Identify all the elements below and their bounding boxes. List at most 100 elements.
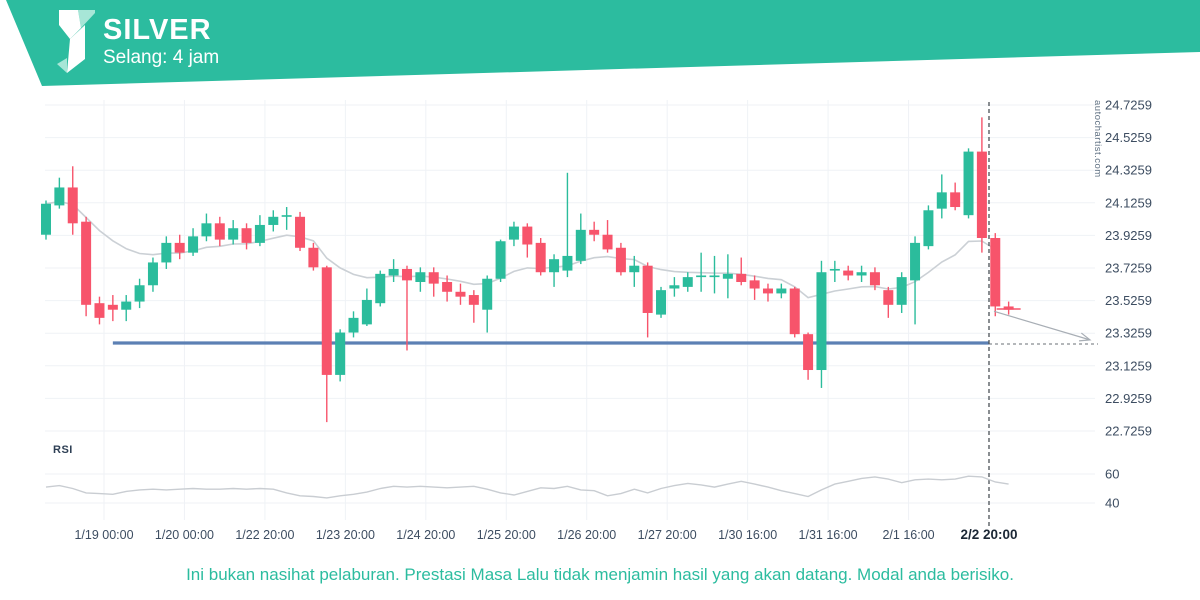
candle-body bbox=[589, 229, 600, 235]
candle-body bbox=[642, 265, 653, 313]
candle-body bbox=[816, 272, 827, 371]
candle-body bbox=[134, 285, 145, 302]
trend-arrow-line bbox=[993, 310, 1091, 341]
y-axis-label: 23.3259 bbox=[1105, 326, 1152, 341]
x-axis-label: 1/20 00:00 bbox=[155, 528, 214, 542]
x-axis-label: 1/26 20:00 bbox=[557, 528, 616, 542]
candle-body bbox=[468, 295, 479, 305]
candle-body bbox=[896, 277, 907, 305]
candle-body bbox=[214, 223, 225, 240]
candle-body bbox=[495, 241, 506, 279]
candle-body bbox=[428, 272, 439, 284]
candle-body bbox=[81, 221, 92, 305]
candle-body bbox=[990, 237, 1001, 307]
watermark: autochartist.com bbox=[1092, 100, 1103, 178]
autochartist-logo-icon bbox=[57, 10, 95, 73]
candle-body bbox=[308, 247, 319, 268]
candle-body bbox=[442, 282, 453, 292]
x-axis-label: 1/24 20:00 bbox=[396, 528, 455, 542]
candle-body bbox=[41, 203, 51, 235]
candle-body bbox=[682, 277, 693, 287]
candle-body bbox=[696, 275, 707, 278]
y-axis-label: 23.5259 bbox=[1105, 293, 1152, 308]
candle-body bbox=[963, 151, 974, 216]
y-axis-label: 22.7259 bbox=[1105, 424, 1152, 439]
y-axis-label: 22.9259 bbox=[1105, 391, 1152, 406]
candle-body bbox=[722, 273, 733, 279]
page-title: SILVER bbox=[103, 14, 212, 46]
candle-body bbox=[535, 242, 546, 273]
candle-body bbox=[923, 210, 934, 247]
candle-body bbox=[602, 234, 613, 250]
candle-body bbox=[375, 273, 386, 304]
x-axis-label: 1/19 00:00 bbox=[74, 528, 133, 542]
candle-body bbox=[174, 242, 185, 253]
candle-body bbox=[762, 288, 773, 294]
candle-body bbox=[415, 272, 426, 283]
candle-body bbox=[94, 303, 105, 318]
candle-body bbox=[482, 278, 493, 310]
candle-body bbox=[321, 267, 332, 375]
candle-body bbox=[241, 228, 252, 243]
candle-body bbox=[161, 242, 172, 263]
candle-body bbox=[883, 290, 894, 305]
y-axis-label: 24.5259 bbox=[1105, 130, 1152, 145]
candle-body bbox=[67, 187, 78, 224]
candle-body bbox=[455, 291, 466, 297]
rsi-line bbox=[45, 475, 1009, 499]
y-axis-label: 24.7259 bbox=[1105, 98, 1152, 113]
disclaimer-text: Ini bukan nasihat pelaburan. Prestasi Ma… bbox=[186, 565, 1014, 584]
candle-body bbox=[575, 229, 586, 261]
x-axis-label: 1/23 20:00 bbox=[316, 528, 375, 542]
candle-body bbox=[976, 151, 987, 238]
candle-body bbox=[656, 290, 667, 315]
y-axis-label: 24.3259 bbox=[1105, 163, 1152, 178]
candle-body bbox=[843, 270, 854, 276]
candle-body bbox=[562, 255, 573, 271]
candle-body bbox=[789, 288, 800, 335]
moving-average-line bbox=[45, 200, 996, 299]
x-axis-label: 1/25 20:00 bbox=[477, 528, 536, 542]
trend-arrowhead bbox=[1078, 332, 1092, 342]
candle-body bbox=[629, 265, 640, 273]
candle-body bbox=[254, 224, 265, 243]
candle-body bbox=[856, 272, 867, 276]
candle-body bbox=[936, 192, 947, 209]
y-axis-label: 23.9259 bbox=[1105, 228, 1152, 243]
candle-body bbox=[736, 273, 747, 283]
x-axis-label: 2/2 20:00 bbox=[960, 527, 1017, 542]
candle-body bbox=[549, 259, 560, 273]
y-axis-label: 23.1259 bbox=[1105, 358, 1152, 373]
x-axis-label: 2/1 16:00 bbox=[882, 528, 934, 542]
candle-body bbox=[295, 216, 306, 248]
candle-body bbox=[829, 268, 840, 271]
candle-body bbox=[508, 226, 519, 240]
x-axis-label: 1/31 16:00 bbox=[799, 528, 858, 542]
candle-body bbox=[54, 187, 65, 206]
candle-body bbox=[709, 275, 720, 278]
candle-body bbox=[361, 299, 372, 325]
candle-body bbox=[388, 268, 399, 276]
candle-body bbox=[228, 228, 239, 240]
candle-body bbox=[776, 288, 787, 294]
candle-body bbox=[335, 332, 346, 375]
y-axis-label: 23.7259 bbox=[1105, 261, 1152, 276]
candle-body bbox=[281, 215, 292, 217]
rsi-axis-label: 60 bbox=[1105, 467, 1119, 482]
y-axis-label: 24.1259 bbox=[1105, 195, 1152, 210]
candle-body bbox=[147, 262, 158, 286]
rsi-label: RSI bbox=[53, 444, 73, 456]
candle-body bbox=[749, 280, 760, 289]
candle-body bbox=[669, 285, 680, 289]
x-axis-label: 1/27 20:00 bbox=[638, 528, 697, 542]
interval-label: Selang: 4 jam bbox=[103, 47, 220, 68]
x-axis-label: 1/30 16:00 bbox=[718, 528, 777, 542]
candle-body bbox=[188, 236, 199, 253]
candle-body bbox=[869, 272, 880, 286]
candle-body bbox=[950, 192, 961, 208]
candle-body bbox=[201, 223, 212, 237]
candle-body bbox=[348, 317, 359, 333]
candle-body bbox=[910, 242, 921, 281]
candle-body bbox=[268, 216, 279, 225]
